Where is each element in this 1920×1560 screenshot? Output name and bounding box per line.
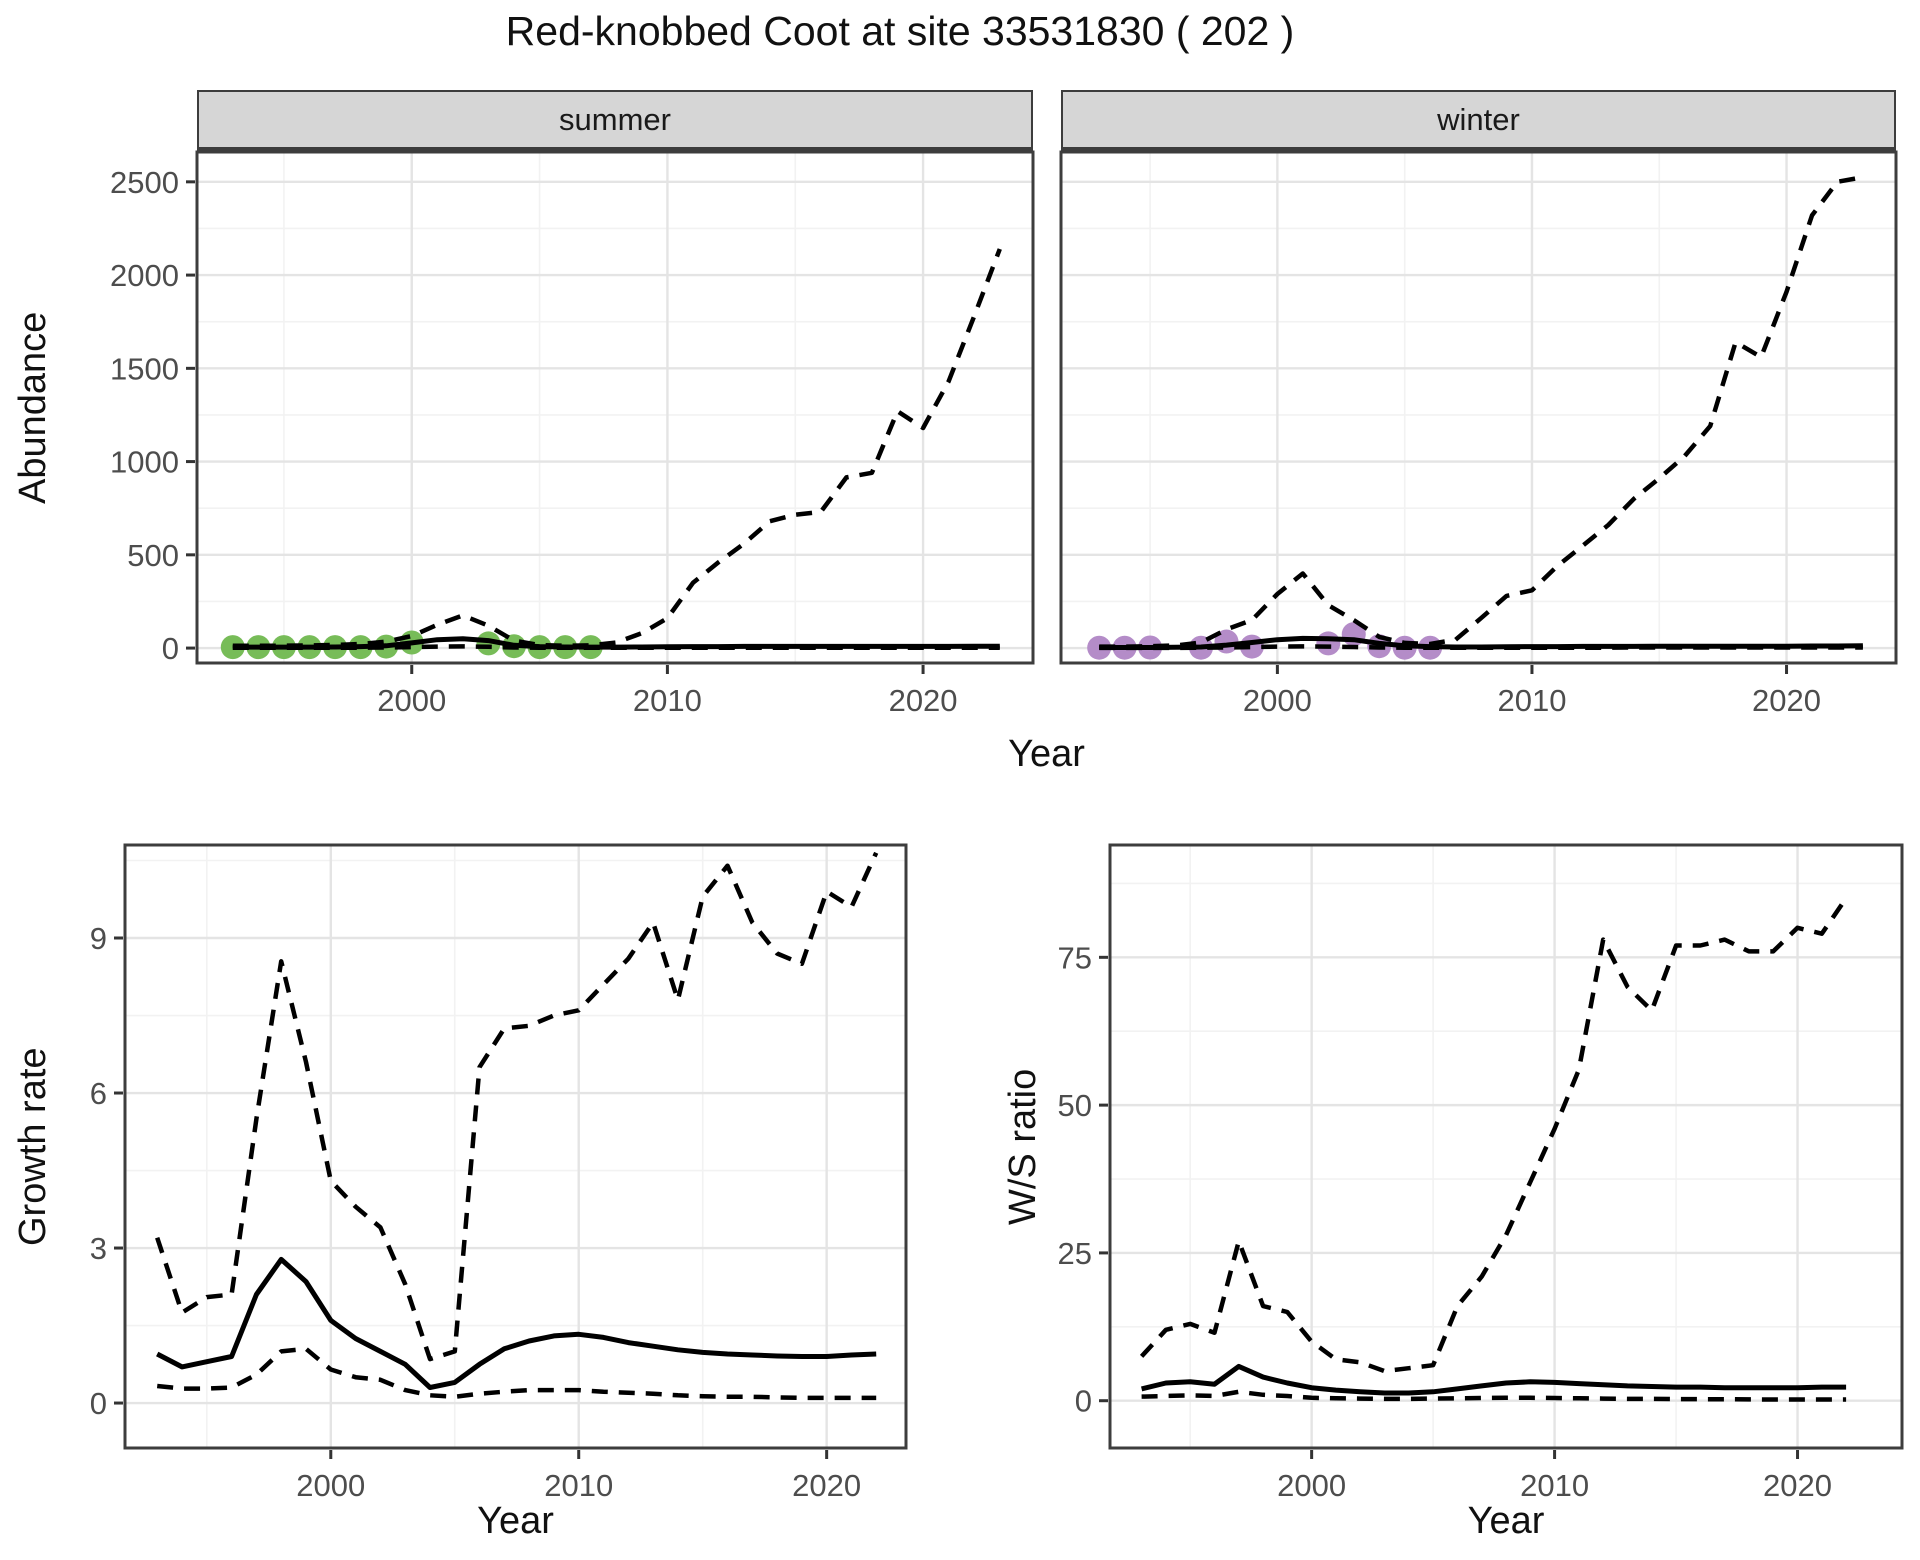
svg-text:500: 500 [127,538,179,573]
svg-text:2020: 2020 [1763,1468,1832,1503]
x-axis-title-year-ws: Year [1467,1500,1545,1542]
svg-text:6: 6 [90,1076,107,1111]
svg-text:1500: 1500 [110,351,179,386]
ws-ratio-panel: 2000 2010 2020 0 25 50 75 [1058,843,1904,1503]
x-axis-title-year-growth: Year [477,1500,554,1542]
svg-text:2010: 2010 [633,683,702,718]
svg-text:3: 3 [90,1231,107,1266]
facet-strip-winter: winter [1061,90,1896,152]
svg-text:2000: 2000 [377,683,446,718]
svg-text:2010: 2010 [544,1468,613,1503]
x-axis-title-year-top: Year [1008,733,1085,775]
svg-text:2500: 2500 [110,165,179,200]
svg-text:1000: 1000 [110,445,179,480]
svg-text:2000: 2000 [110,258,179,293]
svg-text:2020: 2020 [792,1468,861,1503]
y-axis-title-ws-ratio: W/S ratio [1002,1068,1044,1225]
svg-text:0: 0 [1075,1384,1092,1419]
y-axis-title-growth-rate: Growth rate [12,1047,54,1246]
svg-text:2020: 2020 [1752,683,1821,718]
summer-abundance-panel: 2000 2010 2020 0 500 1000 1500 2000 2500 [110,150,1035,718]
svg-text:9: 9 [90,921,107,956]
facet-strip-summer: summer [197,90,1033,152]
y-axis-title-abundance: Abundance [12,311,54,504]
facet-label-summer: summer [559,101,671,137]
chart-title: Red-knobbed Coot at site 33531830 ( 202 … [505,8,1295,54]
svg-text:50: 50 [1058,1088,1092,1123]
svg-text:2000: 2000 [296,1468,365,1503]
svg-text:2020: 2020 [889,683,958,718]
svg-text:2010: 2010 [1497,683,1566,718]
svg-text:2000: 2000 [1243,683,1312,718]
facet-label-winter: winter [1437,101,1520,137]
svg-text:25: 25 [1058,1236,1092,1271]
svg-text:75: 75 [1058,940,1092,975]
svg-text:2000: 2000 [1277,1468,1346,1503]
svg-text:0: 0 [90,1386,107,1421]
svg-text:2010: 2010 [1520,1468,1589,1503]
growth-rate-panel: 2000 2010 2020 0 3 6 9 [90,843,908,1503]
winter-abundance-panel: 2000 2010 2020 [1059,150,1898,718]
svg-text:0: 0 [162,631,179,666]
